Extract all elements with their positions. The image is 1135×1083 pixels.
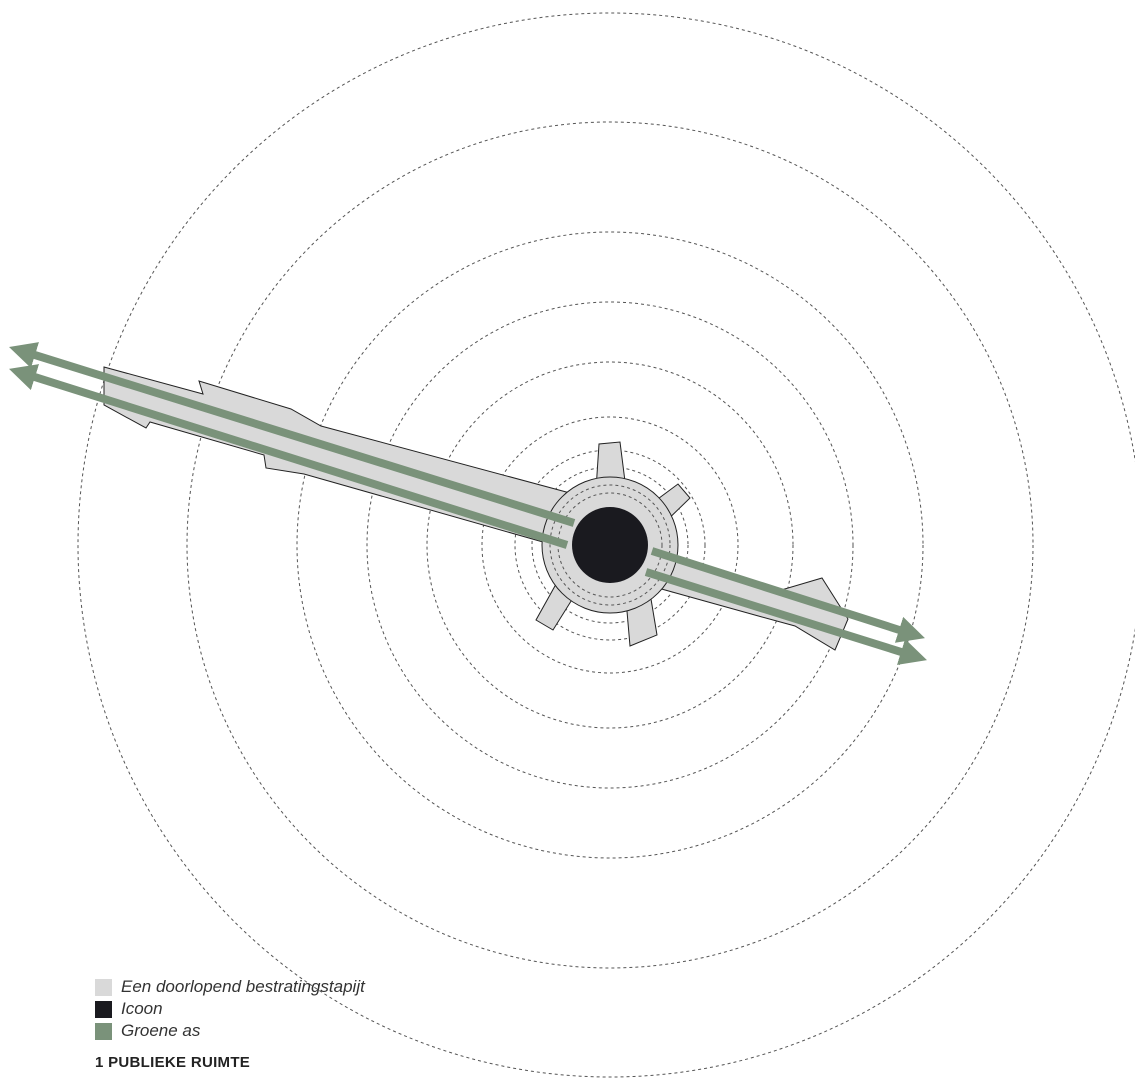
plaza-ring (549, 484, 671, 606)
radius-ring (366, 301, 854, 789)
legend: Een doorlopend bestratingstapijt Icoon G… (95, 976, 365, 1042)
green-axis-arrow-west-lower (9, 364, 569, 549)
radius-ring (481, 416, 739, 674)
legend-swatch-icon (95, 1000, 112, 1018)
icon-landmark (572, 507, 648, 583)
paving-western-axis (103, 366, 571, 547)
figure-caption: 1 PUBLIEKE RUIMTE (95, 1054, 251, 1071)
legend-label-green-axis: Groene as (121, 1021, 201, 1040)
legend-label-icon: Icoon (121, 999, 163, 1018)
legend-item-icon: Icoon (95, 998, 365, 1020)
legend-swatch-green-axis (95, 1022, 112, 1040)
legend-item-paving: Een doorlopend bestratingstapijt (95, 976, 365, 998)
radius-ring (296, 231, 924, 859)
green-axis-arrow-east-lower (644, 568, 927, 665)
green-axis (9, 342, 927, 665)
legend-swatch-paving (95, 978, 112, 996)
legend-label-paving: Een doorlopend bestratingstapijt (121, 977, 365, 996)
radius-ring (186, 121, 1034, 969)
radius-rings (77, 12, 1135, 1078)
green-axis-arrow-west-upper (9, 342, 576, 527)
radius-ring (426, 361, 794, 729)
legend-item-green-axis: Groene as (95, 1020, 365, 1042)
green-axis-arrow-east-upper (650, 547, 925, 643)
radius-ring (77, 12, 1135, 1078)
